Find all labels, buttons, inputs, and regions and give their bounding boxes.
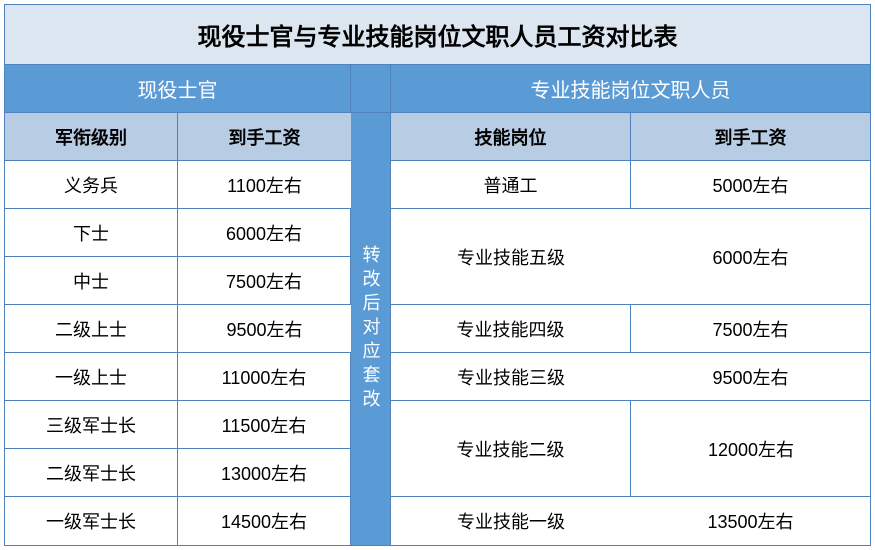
left-rank: 下士 [5,209,178,257]
right-col1-header: 技能岗位 [391,113,631,161]
left-salary: 7500左右 [178,257,351,305]
left-group-header: 现役士官 [5,65,351,113]
table-grid: 现役士官 专业技能岗位文职人员 军衔级别 到手工资 转改后对应套改 技能岗位 到… [5,65,870,545]
left-salary: 13000左右 [178,449,351,497]
right-salary: 13500左右 [631,497,871,545]
right-salary: 7500左右 [631,305,871,353]
table-title: 现役士官与专业技能岗位文职人员工资对比表 [5,5,870,65]
left-rank: 中士 [5,257,178,305]
left-rank: 义务兵 [5,161,178,209]
right-salary: 6000左右 [631,209,871,305]
right-position: 专业技能一级 [391,497,631,545]
left-salary: 6000左右 [178,209,351,257]
left-rank: 三级军士长 [5,401,178,449]
middle-gap-top [351,65,391,113]
left-rank: 二级上士 [5,305,178,353]
right-col2-header: 到手工资 [631,113,871,161]
left-rank: 一级上士 [5,353,178,401]
left-rank: 一级军士长 [5,497,178,545]
left-salary: 11000左右 [178,353,351,401]
right-salary: 12000左右 [631,401,871,497]
left-col2-header: 到手工资 [178,113,351,161]
left-salary: 14500左右 [178,497,351,545]
left-col1-header: 军衔级别 [5,113,178,161]
right-position: 专业技能二级 [391,401,631,497]
right-salary: 9500左右 [631,353,871,401]
right-salary: 5000左右 [631,161,871,209]
right-group-header: 专业技能岗位文职人员 [391,65,871,113]
middle-label: 转改后对应套改 [351,113,391,545]
comparison-table: 现役士官与专业技能岗位文职人员工资对比表 现役士官 专业技能岗位文职人员 军衔级… [4,4,871,546]
left-salary: 11500左右 [178,401,351,449]
left-salary: 9500左右 [178,305,351,353]
right-position: 专业技能三级 [391,353,631,401]
right-position: 普通工 [391,161,631,209]
right-position: 专业技能四级 [391,305,631,353]
right-position: 专业技能五级 [391,209,631,305]
left-salary: 1100左右 [178,161,351,209]
left-rank: 二级军士长 [5,449,178,497]
